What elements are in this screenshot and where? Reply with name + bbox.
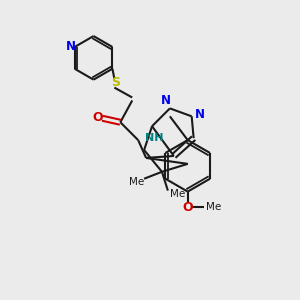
Text: Me: Me [129,177,144,187]
Text: N: N [195,108,205,121]
Text: Me: Me [170,189,185,199]
Text: O: O [92,111,103,124]
Text: N: N [161,94,171,107]
Text: O: O [182,201,193,214]
Text: Me: Me [206,202,221,212]
Text: NH: NH [145,133,164,143]
Text: S: S [111,76,120,89]
Text: N: N [66,40,76,53]
